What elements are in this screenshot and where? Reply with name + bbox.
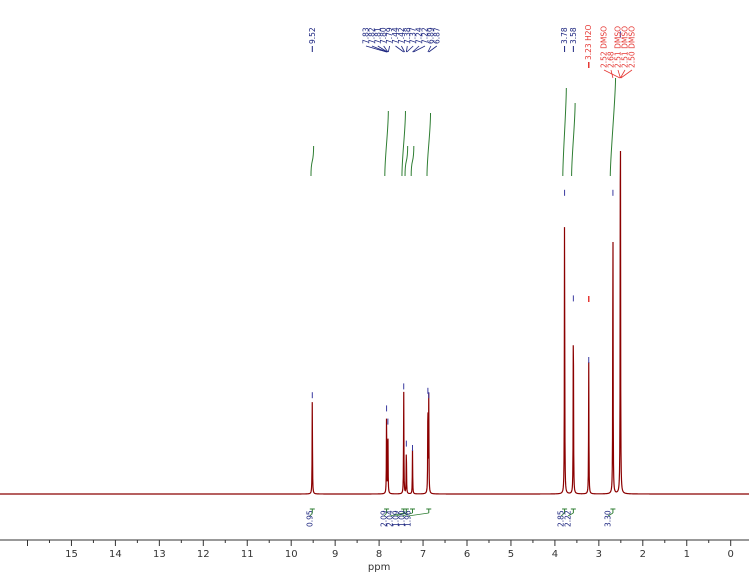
- integral-bracket: [383, 512, 387, 517]
- x-tick-label: 15: [65, 549, 78, 560]
- x-axis-ticks: 15 14 13 12 11 10 9 8 7 6 5 4 3 2 1 0: [27, 540, 734, 560]
- integral-curve: [410, 145, 415, 177]
- peak-label-leader: [365, 45, 387, 53]
- integral-curve: [571, 102, 576, 177]
- solvent-label-leader: [610, 69, 614, 79]
- peak-label: 7.38: [403, 27, 412, 44]
- integral-label: 1.96: [404, 510, 413, 527]
- integral-curve: [401, 110, 406, 177]
- peak-label-leader: [428, 45, 438, 53]
- peak-label: 6.89: [426, 27, 435, 44]
- x-tick-label: 1: [684, 549, 690, 560]
- peak-label: 7.22: [421, 27, 430, 44]
- peak-label-leader: [377, 45, 388, 53]
- integral-bracket: [395, 512, 407, 517]
- x-tick-label: 7: [420, 549, 426, 560]
- integral-curve: [404, 145, 409, 177]
- peak-label-leader: [401, 45, 405, 53]
- x-tick-label: 11: [241, 549, 254, 560]
- integral-curve: [384, 110, 389, 177]
- integral-curve: [609, 77, 617, 177]
- integral-curves-layer: [310, 77, 617, 177]
- integral-bracket: [309, 512, 313, 517]
- solvent-label: 2.52 DMSO: [600, 26, 609, 68]
- peak-label: 7.37: [409, 27, 418, 44]
- solvent-label: 3.23 H2O: [584, 25, 593, 60]
- solvent-label: 2.51 DMSO: [614, 26, 623, 68]
- integral-curve: [310, 145, 315, 177]
- integral-curve: [426, 112, 432, 177]
- solvent-label: 2.68: [607, 51, 616, 68]
- integral-label: 2.85: [557, 510, 566, 527]
- x-tick-label: 14: [109, 549, 122, 560]
- x-tick-label: 10: [285, 549, 298, 560]
- peak-label: 9.52: [308, 27, 317, 44]
- peak-label-leader: [395, 45, 404, 53]
- integral-label: 3.30: [604, 510, 613, 527]
- integral-bracket: [401, 512, 413, 517]
- x-tick-label: 0: [728, 549, 734, 560]
- integral-curve: [562, 87, 567, 177]
- integral-label: 2.09: [380, 510, 389, 527]
- x-axis: 15 14 13 12 11 10 9 8 7 6 5 4 3 2 1 0 ppm: [0, 539, 749, 573]
- peak-markers-layer: [311, 31, 621, 451]
- peak-label-leader: [405, 45, 408, 53]
- integral-label: 1.00: [398, 510, 407, 527]
- integral-bracket: [560, 512, 565, 517]
- integral-bracket: [389, 512, 404, 517]
- x-tick-label: 9: [332, 549, 338, 560]
- integral-label: 1.09: [392, 510, 401, 527]
- x-tick-label: 12: [197, 549, 210, 560]
- peak-label-leader: [383, 45, 389, 53]
- x-tick-label: 3: [596, 549, 602, 560]
- solvent-label-leader: [620, 69, 633, 79]
- peak-label-leader: [412, 45, 420, 53]
- peak-label: 7.83: [362, 27, 371, 44]
- spectrum-trace: [0, 151, 749, 495]
- solvent-label-leader: [617, 69, 621, 79]
- peak-label: 7.44: [391, 27, 400, 44]
- peak-label-leader: [371, 45, 388, 53]
- peak-label: 7.79: [385, 27, 394, 44]
- solvent-label: 2.51 DMSO: [621, 26, 630, 68]
- integral-labels-layer: 0.95 2.092.041.091.001.96 2.852.22 3.30: [306, 508, 616, 527]
- peak-label: 7.81: [373, 27, 382, 44]
- peak-label: 7.24: [415, 27, 424, 44]
- solvent-label-leader: [620, 69, 626, 79]
- x-axis-label: ppm: [368, 562, 390, 573]
- integral-bracket: [607, 512, 614, 517]
- peak-label: 3.58: [569, 27, 578, 44]
- peak-label-leader: [427, 45, 432, 53]
- integral-bracket: [567, 512, 574, 517]
- x-tick-label: 13: [153, 549, 166, 560]
- x-tick-label: 2: [640, 549, 646, 560]
- peak-labels-layer: 9.52 7.837.827.817.807.797.447.427.387.37…: [308, 25, 637, 79]
- peak-label-leader: [413, 45, 426, 53]
- x-tick-label: 4: [552, 549, 558, 560]
- x-tick-label: 6: [464, 549, 470, 560]
- x-tick-label: 8: [376, 549, 382, 560]
- solvent-label: 2.50 DMSO: [628, 26, 637, 68]
- peak-label: 7.80: [379, 27, 388, 44]
- peak-label-leader: [406, 45, 414, 53]
- peak-label: 7.42: [397, 27, 406, 44]
- integral-label: 0.95: [306, 510, 315, 527]
- peak-label: 7.82: [367, 27, 376, 44]
- spectrum-layer: [0, 151, 749, 495]
- peak-label: 6.87: [432, 27, 441, 44]
- integral-bracket: [407, 512, 429, 517]
- x-tick-label: 5: [508, 549, 514, 560]
- peak-label-leader: [387, 45, 390, 53]
- integral-label: 2.04: [386, 510, 395, 527]
- integral-label: 2.22: [564, 510, 573, 527]
- peak-label: 3.78: [560, 27, 569, 44]
